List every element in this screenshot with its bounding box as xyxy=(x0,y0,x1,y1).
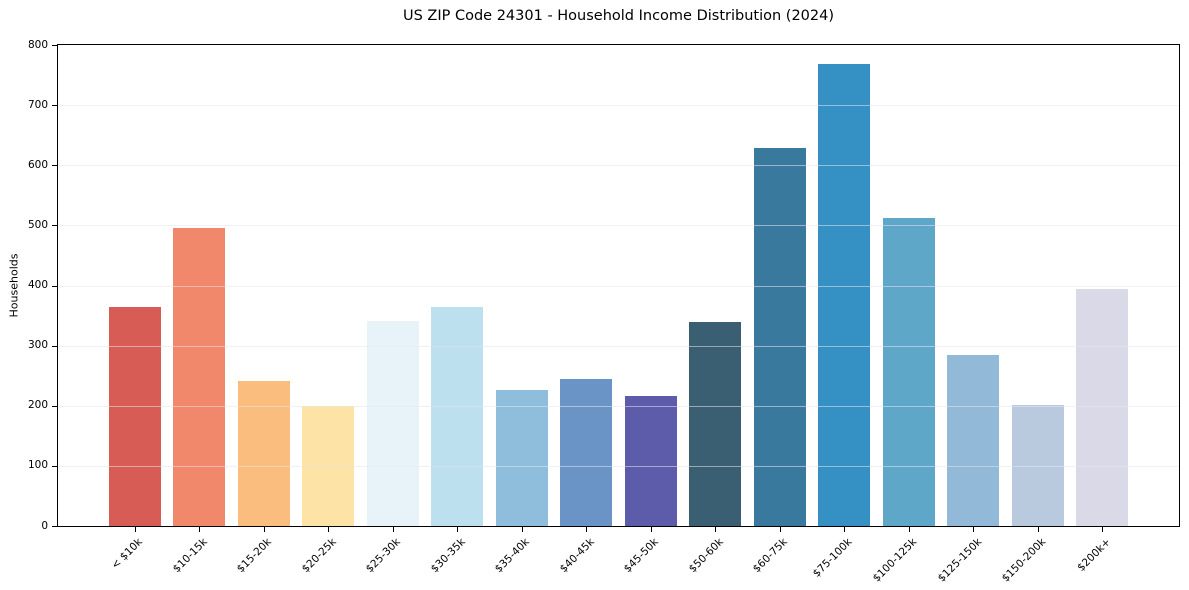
y-tick-label: 100 xyxy=(27,459,48,472)
y-tick-mark xyxy=(52,285,57,287)
y-tick-mark xyxy=(52,405,57,407)
y-tick-mark xyxy=(52,345,57,347)
bar xyxy=(1011,405,1064,526)
x-tick-mark xyxy=(779,527,781,532)
gridline xyxy=(58,225,1179,227)
x-tick-mark xyxy=(715,527,717,532)
x-tick-label: $45-50k xyxy=(622,536,662,576)
y-tick-label: 800 xyxy=(27,38,48,51)
bar xyxy=(882,218,935,526)
x-tick-label: $15-20k xyxy=(235,536,275,576)
bar xyxy=(1076,288,1129,526)
x-tick-mark xyxy=(1037,527,1039,532)
y-tick-mark xyxy=(52,105,57,107)
gridline xyxy=(58,405,1179,407)
x-tick-mark xyxy=(263,527,265,532)
bar xyxy=(431,306,484,526)
bar xyxy=(624,396,677,526)
bar xyxy=(495,389,548,526)
bar xyxy=(947,355,1000,526)
x-tick-mark xyxy=(521,527,523,532)
x-tick-mark xyxy=(650,527,652,532)
y-tick-label: 500 xyxy=(27,218,48,231)
x-tick-label: $30-35k xyxy=(428,536,468,576)
gridline xyxy=(58,105,1179,107)
y-tick-mark xyxy=(52,465,57,467)
x-tick-mark xyxy=(908,527,910,532)
x-tick-label: $75-100k xyxy=(810,536,855,580)
y-tick-label: 0 xyxy=(41,519,48,532)
bar xyxy=(108,306,161,526)
y-tick-label: 200 xyxy=(27,399,48,412)
x-tick-label: $50-60k xyxy=(686,536,726,576)
y-tick-label: 700 xyxy=(27,98,48,111)
x-tick-mark xyxy=(134,527,136,532)
x-tick-label: $25-30k xyxy=(364,536,404,576)
chart-title: US ZIP Code 24301 - Household Income Dis… xyxy=(402,8,835,24)
x-tick-label: $40-45k xyxy=(557,536,597,576)
x-tick-label: $125-150k xyxy=(935,536,984,585)
x-tick-label: $150-200k xyxy=(999,536,1049,585)
bar xyxy=(173,228,226,526)
y-tick-mark xyxy=(52,165,57,167)
x-tick-mark xyxy=(199,527,201,532)
x-tick-mark xyxy=(392,527,394,532)
bar xyxy=(366,320,419,526)
gridline xyxy=(58,285,1179,287)
y-tick-mark xyxy=(52,225,57,227)
bar xyxy=(689,321,742,526)
x-tick-mark xyxy=(457,527,459,532)
x-tick-mark xyxy=(973,527,975,532)
x-tick-mark xyxy=(328,527,330,532)
plot-area xyxy=(57,44,1180,527)
bar xyxy=(753,148,806,526)
x-tick-label: $60-75k xyxy=(751,536,791,576)
x-tick-label: $20-25k xyxy=(299,536,339,576)
x-tick-label: $100-125k xyxy=(870,536,920,585)
x-tick-mark xyxy=(1102,527,1104,532)
x-tick-label: $35-40k xyxy=(493,536,533,576)
bar xyxy=(237,380,290,526)
gridline xyxy=(58,465,1179,467)
y-tick-label: 300 xyxy=(27,339,48,352)
x-tick-label: $10-15k xyxy=(170,536,210,576)
x-tick-label: $200k+ xyxy=(1074,536,1113,574)
x-tick-label: < $10k xyxy=(109,536,146,572)
y-tick-mark xyxy=(52,45,57,46)
x-tick-mark xyxy=(844,527,846,532)
gridline xyxy=(58,345,1179,347)
bar xyxy=(818,64,871,526)
y-tick-label: 400 xyxy=(27,279,48,291)
bar xyxy=(560,378,613,526)
x-tick-mark xyxy=(586,527,588,532)
y-tick-label: 600 xyxy=(27,158,48,171)
y-tick-mark xyxy=(52,526,57,527)
gridline xyxy=(58,165,1179,167)
